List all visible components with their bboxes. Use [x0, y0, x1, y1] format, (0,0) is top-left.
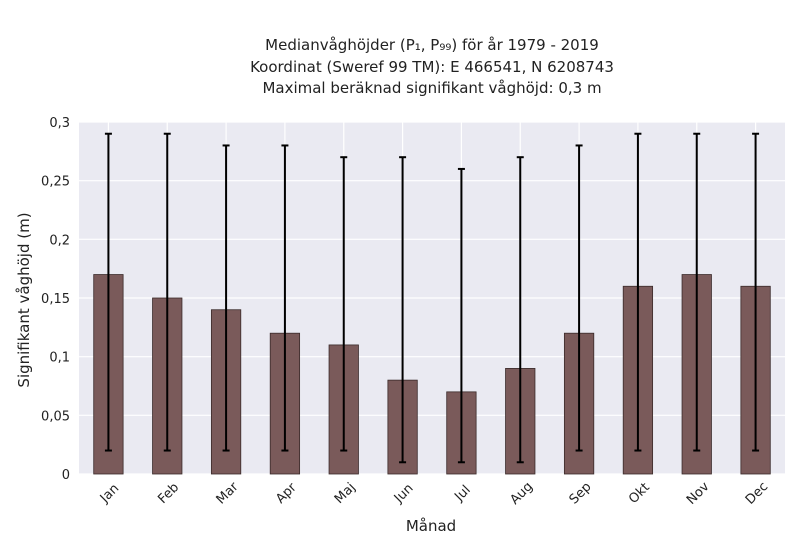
y-tick-label: 0,3 — [49, 116, 70, 131]
error-bar-aug — [516, 156, 524, 464]
error-bar-maj — [340, 156, 348, 452]
x-tick-label: Nov — [684, 479, 713, 508]
x-tick-label: Dec — [743, 479, 771, 507]
x-tick-label: Okt — [626, 480, 653, 507]
x-tick-label: Apr — [273, 480, 300, 507]
x-tick-label: Aug — [507, 479, 536, 508]
error-bars — [104, 132, 760, 464]
error-bar-jun — [399, 156, 407, 464]
x-axis-ticks: Jan Feb Mar Apr Maj Jun Jul Aug Sep Okt Nov Dec — [97, 479, 771, 508]
chart-title-line-2: Koordinat (Sweref 99 TM): E 466541, N 62… — [250, 58, 614, 76]
y-axis-ticks: 0 0,05 0,1 0,15 0,2 0,25 0,3 — [41, 116, 70, 483]
y-tick-label: 0 — [62, 468, 70, 483]
error-bar-dec — [752, 132, 760, 452]
y-axis-label: Signifikant våghöjd (m) — [15, 212, 33, 387]
x-tick-label: Jan — [97, 481, 122, 506]
x-tick-label: Sep — [567, 480, 595, 508]
chart-title-line-1: Medianvåghöjder (P₁, P₉₉) för år 1979 - … — [265, 36, 599, 54]
y-tick-label: 0,15 — [41, 292, 70, 307]
error-bar-mar — [222, 144, 230, 452]
error-bar-jan — [104, 132, 112, 452]
x-tick-label: Mar — [214, 479, 242, 507]
error-bar-nov — [693, 132, 701, 452]
x-tick-label: Jun — [391, 481, 417, 507]
error-bar-apr — [281, 144, 289, 452]
y-tick-label: 0,25 — [41, 175, 70, 190]
y-tick-label: 0,2 — [49, 233, 70, 248]
x-tick-label: Jul — [451, 483, 473, 505]
x-tick-label: Feb — [155, 480, 182, 507]
y-tick-label: 0,1 — [49, 351, 70, 366]
error-bar-jul — [457, 167, 465, 464]
error-bar-sep — [575, 144, 583, 452]
y-tick-label: 0,05 — [41, 409, 70, 424]
error-bar-okt — [634, 132, 642, 452]
chart-title-line-3: Maximal beräknad signifikant våghöjd: 0,… — [262, 79, 602, 97]
x-tick-label: Maj — [332, 480, 359, 507]
error-bar-feb — [163, 132, 171, 452]
x-axis-label: Månad — [406, 517, 456, 535]
